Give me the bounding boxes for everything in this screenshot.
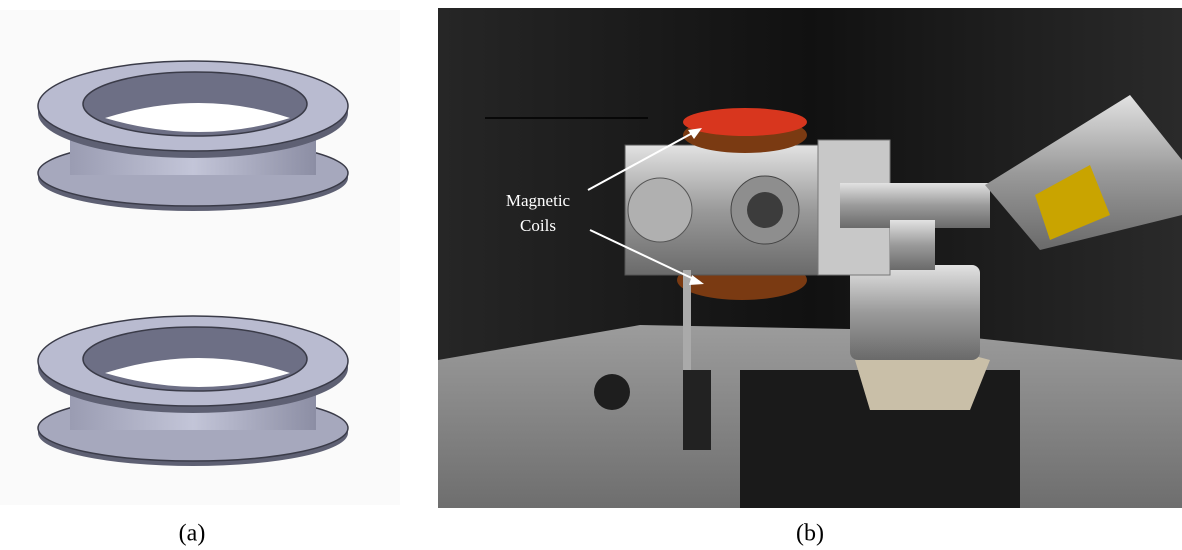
panel-b: Magnetic Coils (b) (438, 8, 1182, 547)
panel-label: (b) (796, 521, 824, 547)
annotation: Coils (520, 216, 556, 235)
post-holder (683, 370, 711, 450)
figure: (a) Magnetic Coils (b) (0, 0, 1182, 550)
coil-spool-top (38, 61, 348, 211)
viewport-left (628, 178, 692, 242)
lower-flange (850, 265, 980, 360)
window (747, 192, 783, 228)
panel-label: (a) (179, 521, 206, 547)
mount (594, 374, 630, 410)
tee (890, 220, 935, 270)
panel-a: (a) (0, 10, 400, 547)
coil-spool-bottom (38, 316, 348, 466)
annotation: Magnetic (506, 191, 571, 210)
coil-cap (683, 108, 807, 136)
